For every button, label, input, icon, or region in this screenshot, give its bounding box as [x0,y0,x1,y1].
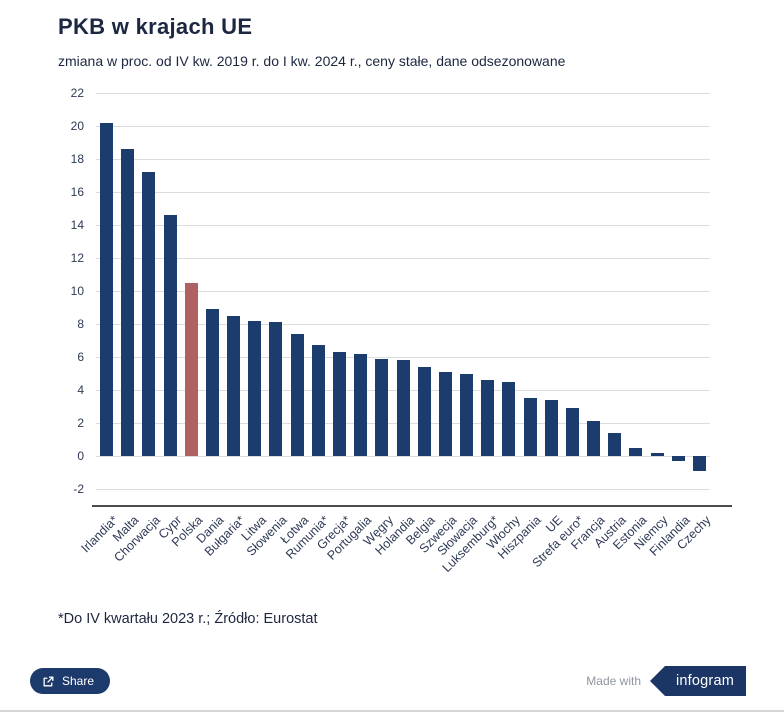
y-axis-tick: 8 [77,317,84,331]
bar-Austria [608,432,622,456]
page-title: PKB w krajach UE [58,14,253,39]
gridline [96,258,710,259]
bar-Belgia [417,366,431,456]
bar-Chorwacja [142,172,156,456]
y-axis: 22 20 18 16 14 12 10 8 6 4 2 0 -2 [56,86,96,496]
bar-chart: 22 20 18 16 14 12 10 8 6 4 2 0 -2 Irlandia* Malta Chor… [56,86,784,607]
bar-Irlandia* [100,122,114,456]
bar-Niemcy [650,452,664,456]
gridline [96,489,710,490]
gridline [96,192,710,193]
made-with-text: Made with [586,674,641,688]
bar-Dania [205,309,219,456]
infogram-logo[interactable]: infogram [650,666,746,696]
bar-Litwa [248,320,262,456]
y-axis-tick: 0 [77,449,84,463]
bar-Malta [121,149,135,456]
gridline [96,225,710,226]
bar-Węgry [375,358,389,456]
share-label: Share [62,674,95,688]
y-axis-tick: 16 [70,185,84,199]
made-with-badge: Made with infogram [586,666,746,696]
bar-Holandia [396,360,410,456]
bar-UE [544,399,558,456]
bar-Strefa euro* [565,408,579,456]
infogram-logo-text: infogram [675,673,734,689]
y-axis-tick: 14 [70,218,84,232]
gridline [96,93,710,94]
y-axis-tick: 6 [77,350,84,364]
bar-Polska [184,282,198,456]
share-button[interactable]: Share [30,668,111,694]
y-axis-tick: 18 [70,152,84,166]
gridline [96,357,710,358]
chart-header: PKB w krajach UE zmiana w proc. od IV kw… [0,0,784,69]
gridline [96,324,710,325]
y-axis-tick: 20 [70,119,84,133]
gridline [96,126,710,127]
y-axis-tick: 2 [77,416,84,430]
bar-Grecja* [332,352,346,456]
bar-Rumunia* [311,345,325,456]
bar-Słowacja [460,373,474,456]
x-axis-labels: Irlandia* Malta Chorwacja Cypr Polska Dania Bu… [78,513,714,575]
share-icon [43,676,54,686]
chart-plot-row: 22 20 18 16 14 12 10 8 6 4 2 0 -2 [56,86,784,496]
gridline [96,456,710,457]
bar-Włochy [502,381,516,456]
bar-Luksemburg* [481,380,495,456]
bar-Słowenia [269,322,283,456]
bar-Finlandia [671,456,685,461]
bar-Łotwa [290,333,304,456]
y-axis-tick: 12 [70,251,84,265]
bar-Cypr [163,215,177,456]
y-axis-tick: 22 [70,86,84,100]
x-axis-line [92,505,732,507]
bar-Hiszpania [523,398,537,456]
y-axis-tick: -2 [73,482,84,496]
bar-Estonia [629,447,643,456]
bar-Portugalia [354,353,368,456]
chart-subtitle: zmiana w proc. od IV kw. 2019 r. do I kw… [58,53,566,69]
plot-area [96,93,710,490]
source-note: *Do IV kwartału 2023 r.; Źródło: Eurosta… [58,611,318,627]
y-axis-tick: 4 [77,383,84,397]
bar-Czechy [692,456,706,471]
gridline [96,159,710,160]
bar-Francja [587,421,601,456]
bar-Szwecja [438,371,452,456]
gridline [96,291,710,292]
y-axis-tick: 10 [70,284,84,298]
bar-Bułgaria* [227,315,241,456]
